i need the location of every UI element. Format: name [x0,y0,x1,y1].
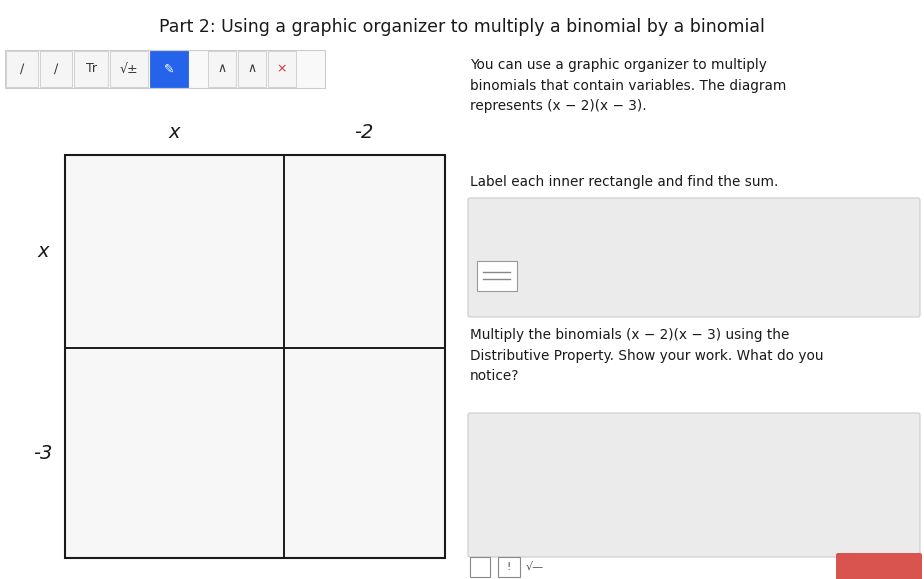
Bar [470,557,490,577]
Bar [74,51,108,87]
Bar [238,51,266,87]
Bar [6,51,38,87]
Text: x: x [168,123,180,142]
Text: √—: √— [526,562,544,572]
FancyBboxPatch shape [836,553,922,579]
FancyBboxPatch shape [477,261,517,291]
Bar [268,51,296,87]
Bar [110,51,148,87]
Text: You can use a graphic organizer to multiply
binomials that contain variables. Th: You can use a graphic organizer to multi… [470,58,786,113]
Bar [150,51,188,87]
Bar [65,155,445,558]
Text: Multiply the binomials (x − 2)(x − 3) using the
Distributive Property. Show your: Multiply the binomials (x − 2)(x − 3) us… [470,328,823,383]
Text: ∕: ∕ [54,63,58,75]
Text: √±: √± [120,63,139,75]
Bar [498,557,520,577]
Text: Part 2: Using a graphic organizer to multiply a binomial by a binomial: Part 2: Using a graphic organizer to mul… [159,18,765,36]
Text: ✎: ✎ [164,63,175,75]
Text: !: ! [506,562,511,572]
Text: x: x [37,242,49,261]
Bar [40,51,72,87]
Text: ∧: ∧ [248,63,257,75]
FancyBboxPatch shape [468,198,920,317]
Text: ×: × [277,63,287,75]
Text: Tr: Tr [86,63,96,75]
Bar [5,50,325,88]
Text: -3: -3 [33,444,53,463]
Text: -2: -2 [355,123,374,142]
FancyBboxPatch shape [468,413,920,557]
Text: ∕: ∕ [20,63,24,75]
Text: ∧: ∧ [217,63,226,75]
Bar [208,51,236,87]
Text: Label each inner rectangle and find the sum.: Label each inner rectangle and find the … [470,175,778,189]
